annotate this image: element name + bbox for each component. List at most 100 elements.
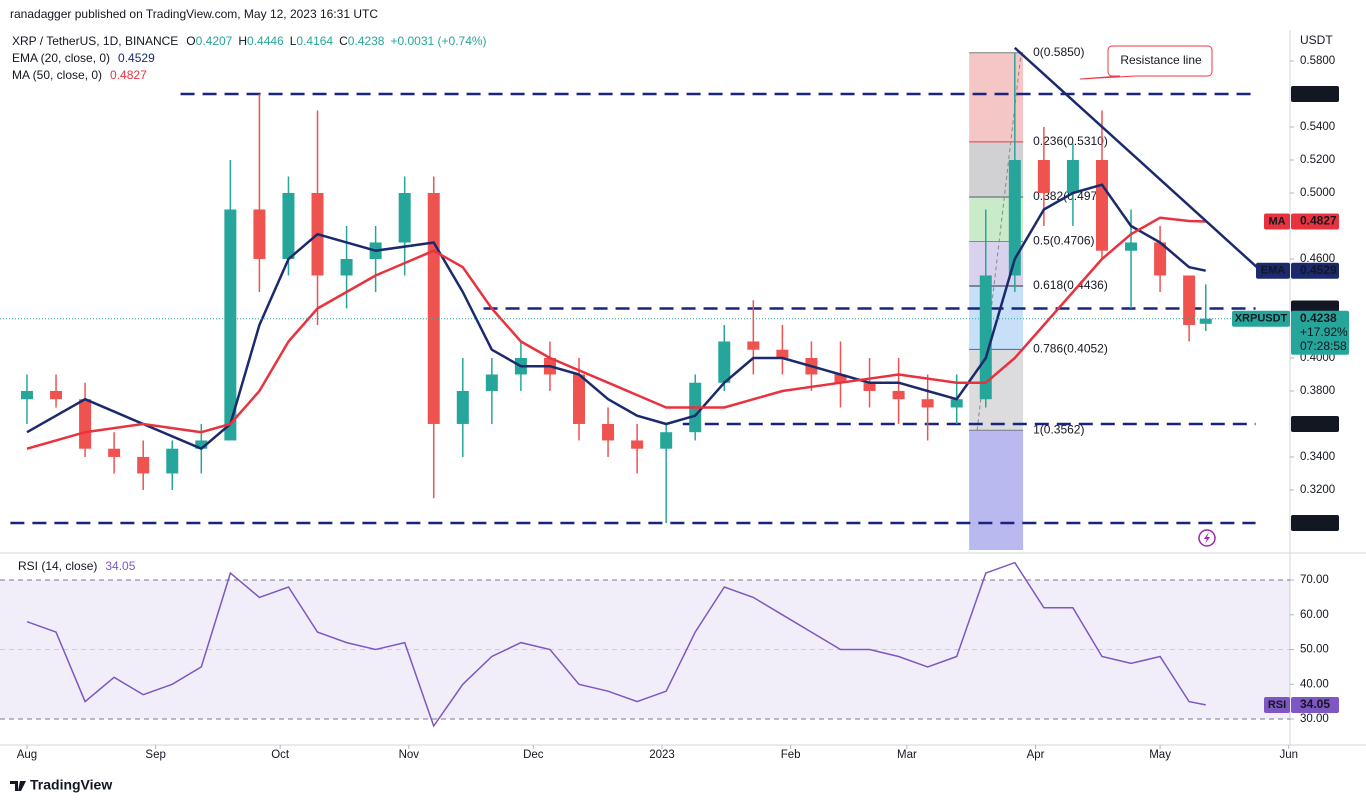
legend-value: 34.05 [105, 559, 135, 573]
y-tick-label: 0.3800 [1300, 385, 1335, 397]
indicator-tag-bg [1256, 262, 1290, 279]
candle-body [1037, 160, 1050, 193]
change: +0.0031 (+0.74%) [390, 34, 486, 48]
rsi-tag: RSI [1268, 699, 1286, 711]
legend-name: MA (50, close, 0) [12, 68, 102, 82]
candle-body [398, 192, 411, 243]
candle-body [1008, 160, 1021, 276]
ohlc-value: 0.4207 [196, 34, 233, 48]
candle-body [253, 209, 266, 259]
legend-value: 0.4529 [118, 51, 155, 65]
y-tick-label: 70.00 [1300, 574, 1329, 586]
level-badge: 0.3000 [1300, 515, 1337, 529]
rsi-axis: 30.00 40.00 50.00 60.00 70.00 [1290, 574, 1329, 725]
fib-label: 0.236(0.5310) [1033, 134, 1108, 148]
legend-value: 0.4827 [110, 68, 147, 82]
y-tick-label: 0.5800 [1300, 55, 1335, 67]
candle-body [1125, 242, 1138, 251]
candle-body [1154, 242, 1167, 276]
candle-body [1183, 275, 1196, 325]
indicator-line [26, 183, 1206, 450]
price-tag: XRPUSDT [1235, 313, 1288, 325]
indicator-badge-bg [1291, 213, 1339, 230]
candle-body [863, 382, 876, 391]
indicator-badge-bg [1291, 262, 1339, 279]
rsi-badge-bg [1291, 696, 1339, 713]
y-tick-label: 30.00 [1300, 713, 1329, 725]
alert-circle [1198, 529, 1216, 547]
price-tag-bg [1232, 310, 1290, 327]
candle-body [195, 440, 208, 449]
ohlc-letter: C [339, 34, 348, 48]
legend-symbol-row: XRP / TetherUS, 1D, BINANCE O0.4207 H0.444… [12, 34, 487, 48]
ohlc-value: 0.4238 [348, 34, 385, 48]
ohlc-value: 0.4164 [296, 34, 333, 48]
candle-body [485, 374, 498, 391]
candle-body [166, 448, 179, 474]
price-badge-value: 0.4238 [1300, 311, 1337, 325]
ohlc-letter: O [186, 34, 195, 48]
x-tick-label: Jun [1279, 749, 1298, 761]
price-badge-countdown: 07:28:58 [1300, 339, 1347, 353]
fib-band [969, 430, 1024, 550]
x-tick-label: May [1149, 749, 1171, 761]
candle-body [776, 349, 789, 358]
candle-body [427, 192, 440, 424]
candle-body [602, 423, 615, 441]
candle-body [834, 374, 847, 383]
candle-body [718, 341, 731, 383]
fib-label: 0(0.5850) [1033, 45, 1084, 59]
y-tick-label: 0.5000 [1300, 187, 1335, 199]
x-tick-label: Feb [781, 749, 801, 761]
time-axis: Aug Sep Oct Nov Dec 2023 Feb Mar Apr May Jun [17, 745, 1298, 761]
x-tick-label: Oct [271, 749, 290, 761]
y-tick-label: 60.00 [1300, 609, 1329, 621]
candle-body [631, 440, 644, 449]
candle-body [1095, 160, 1108, 251]
price-badge-change: +17.92% [1300, 325, 1348, 339]
fib-label: 0.786(0.4052) [1033, 342, 1108, 356]
x-tick-label: Apr [1027, 749, 1045, 761]
ohlc-letter: L [290, 34, 297, 48]
candle-body [79, 399, 92, 449]
candle-body [921, 399, 934, 408]
indicator-tag-bg [1264, 213, 1290, 230]
legend-row: EMA (20, close, 0) 0.4529 [12, 51, 155, 65]
rsi-line [26, 561, 1206, 728]
candle-body [573, 374, 586, 424]
indicator-tag: EMA [1261, 265, 1286, 277]
candle-body [20, 390, 33, 400]
level-badge-bg [1291, 86, 1339, 103]
fib-band [969, 286, 1024, 350]
y-tick-label: 40.00 [1300, 678, 1329, 690]
axis-title: USDT [1300, 33, 1333, 47]
candle-body [1199, 318, 1212, 324]
x-tick-label: 2023 [649, 749, 675, 761]
fib-label: 0.5(0.4706) [1033, 234, 1094, 248]
rsi-badge: 34.05 [1300, 697, 1330, 711]
indicator-badge: 0.4529 [1300, 263, 1337, 277]
candle-body [108, 448, 121, 457]
symbol: XRP / TetherUS, 1D, BINANCE [12, 34, 178, 48]
y-tick-label: 50.00 [1300, 644, 1329, 656]
x-tick-label: Nov [399, 749, 420, 761]
candle-body [282, 192, 295, 259]
indicator-tag: MA [1268, 215, 1285, 227]
x-tick-label: Sep [145, 749, 165, 761]
y-tick-label: 0.4600 [1300, 253, 1335, 265]
annotation: Resistance line [1120, 53, 1202, 67]
candle-body [340, 258, 353, 276]
y-tick-label: 0.5200 [1300, 154, 1335, 166]
candle-body [950, 399, 963, 408]
indicator-badge: 0.4827 [1300, 214, 1337, 228]
alert-bolt [1204, 532, 1210, 544]
legend-row: MA (50, close, 0) 0.4827 [12, 68, 147, 82]
x-tick-label: Dec [523, 749, 544, 761]
callout-box [1079, 45, 1213, 80]
publisher: ranadagger published on TradingView.com,… [10, 7, 378, 21]
ohlc-letter: H [238, 34, 247, 48]
footer-brand: TradingView [30, 777, 112, 793]
y-tick-label: 0.4000 [1300, 352, 1335, 364]
y-tick-label: 0.3400 [1300, 451, 1335, 463]
